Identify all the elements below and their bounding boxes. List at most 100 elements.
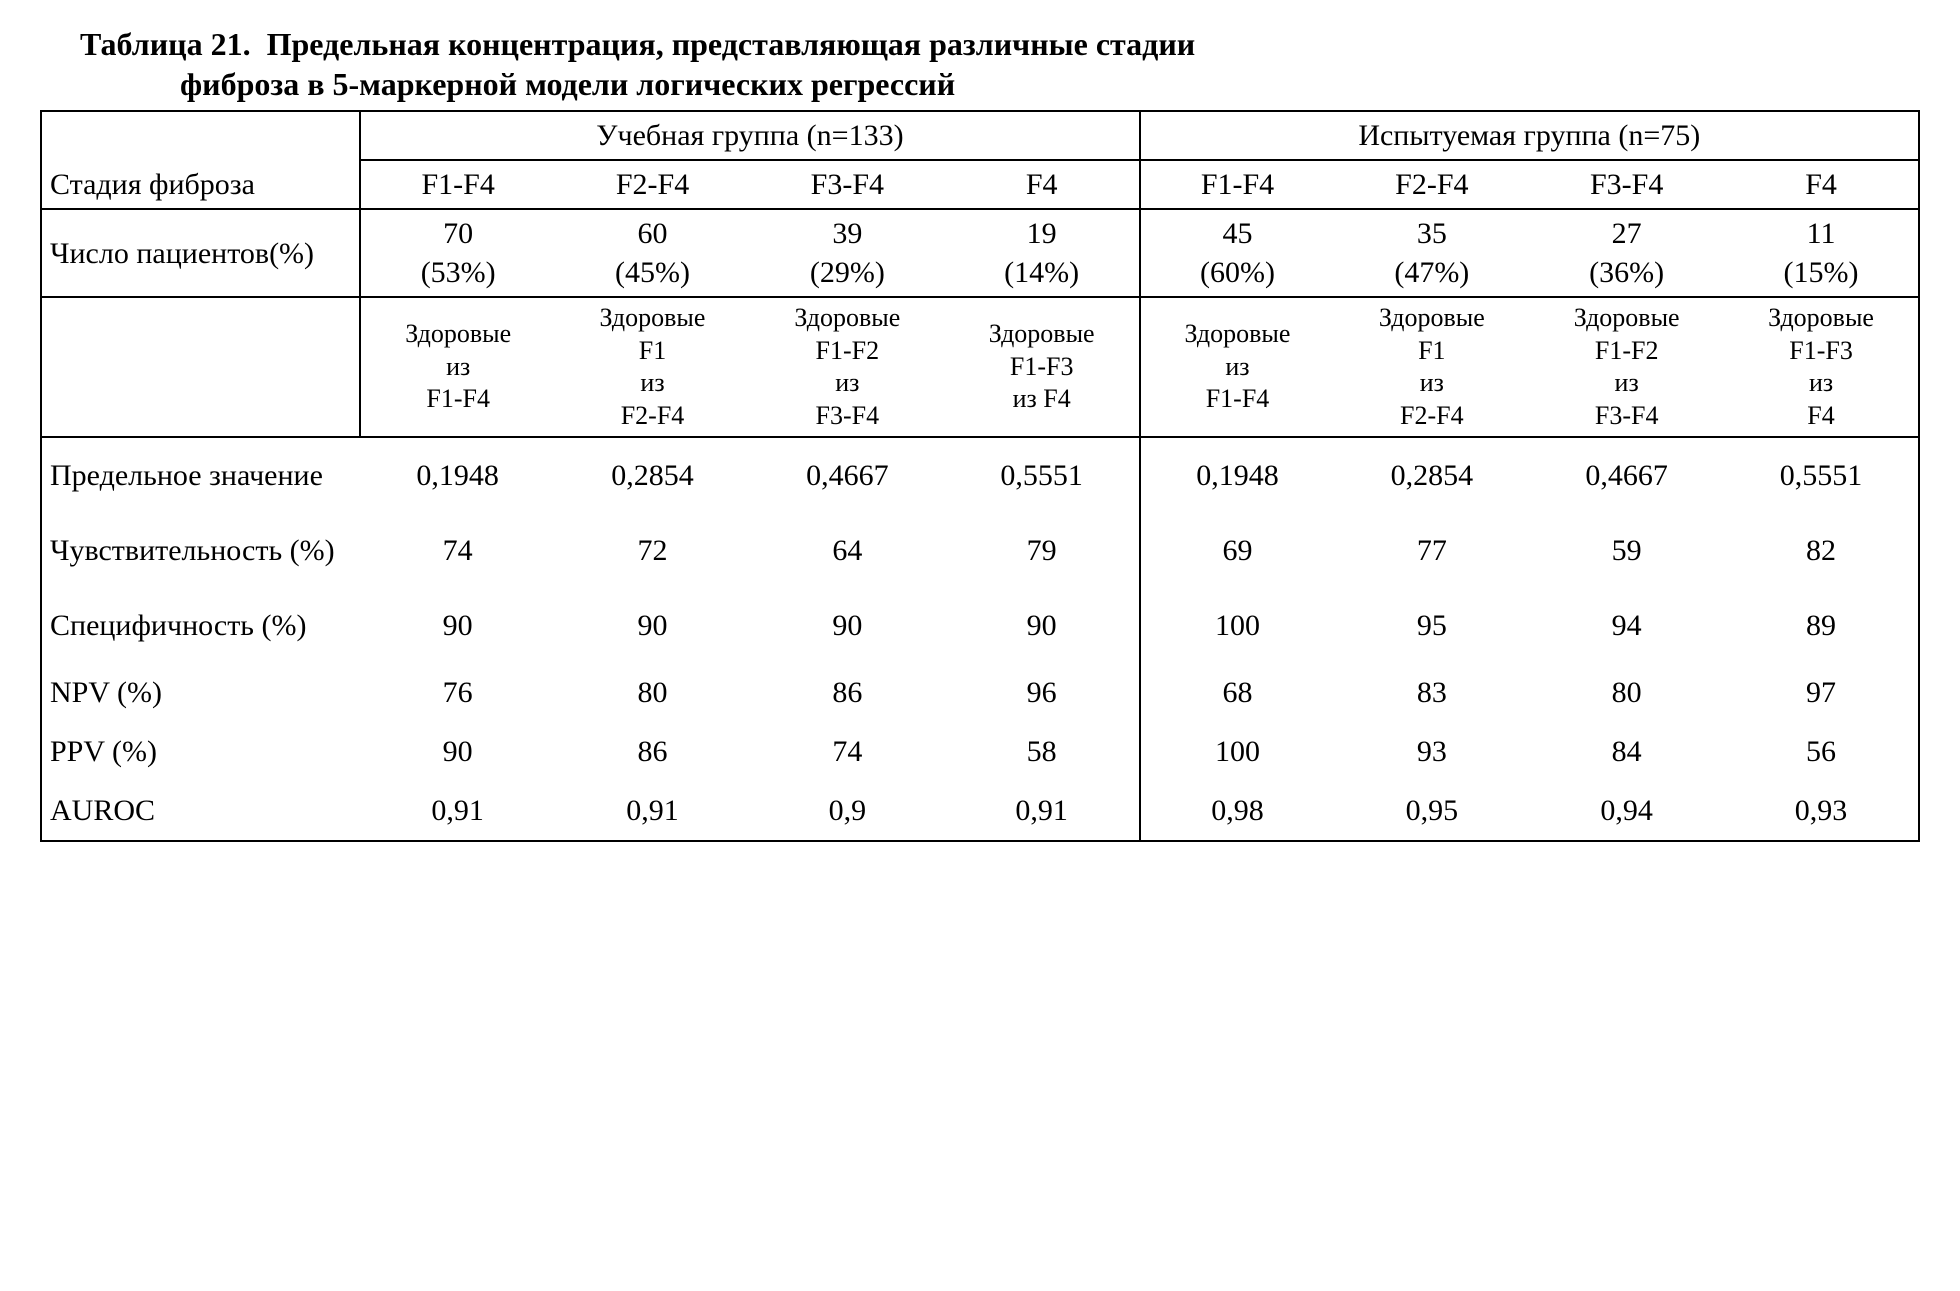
metric-value: 0,91 [945, 781, 1140, 841]
metric-label: AUROC [41, 781, 360, 841]
metric-label: Предельное значение [41, 437, 360, 513]
metric-value: 90 [750, 588, 945, 663]
metric-value: 90 [555, 588, 750, 663]
metric-value: 76 [360, 663, 555, 722]
metric-value: 68 [1140, 663, 1335, 722]
training-group-header: Учебная группа (n=133) [360, 111, 1139, 160]
fibrosis-cutoff-table: Учебная группа (n=133) Испытуемая группа… [40, 110, 1920, 842]
metric-value: 95 [1334, 588, 1529, 663]
comparison-header: ЗдоровыеF1-F2изF3-F4 [1529, 297, 1724, 437]
metric-value: 96 [945, 663, 1140, 722]
metric-value: 82 [1724, 513, 1919, 588]
metric-value: 59 [1529, 513, 1724, 588]
patients-label: Число пациентов(%) [41, 209, 360, 297]
metric-value: 97 [1724, 663, 1919, 722]
metric-value: 0,1948 [360, 437, 555, 513]
metric-value: 0,9 [750, 781, 945, 841]
metric-value: 0,98 [1140, 781, 1335, 841]
metric-value: 94 [1529, 588, 1724, 663]
patients-n: 19 [1027, 217, 1057, 250]
metric-value: 0,1948 [1140, 437, 1335, 513]
metric-value: 0,4667 [1529, 437, 1724, 513]
metric-row-cutoff: Предельное значение 0,1948 0,2854 0,4667… [41, 437, 1919, 513]
patients-n: 27 [1612, 217, 1642, 250]
patients-n: 11 [1807, 217, 1836, 250]
patients-pct: (47%) [1394, 256, 1469, 289]
patients-pct: (15%) [1784, 256, 1859, 289]
metric-value: 58 [945, 722, 1140, 781]
table-title: Таблица 21. Предельная концентрация, пре… [80, 24, 1880, 104]
metric-value: 80 [1529, 663, 1724, 722]
metric-row-auroc: AUROC 0,91 0,91 0,9 0,91 0,98 0,95 0,94 … [41, 781, 1919, 841]
metric-value: 0,91 [360, 781, 555, 841]
patients-n: 70 [443, 217, 473, 250]
patients-n: 35 [1417, 217, 1447, 250]
metric-label: NPV (%) [41, 663, 360, 722]
patients-cell: 35 (47%) [1334, 209, 1529, 297]
test-group-header: Испытуемая группа (n=75) [1140, 111, 1919, 160]
comparison-header: ЗдоровыеF1изF2-F4 [555, 297, 750, 437]
stage-col: F1-F4 [360, 160, 555, 209]
patients-row: Число пациентов(%) 70 (53%) 60 (45%) 39 … [41, 209, 1919, 297]
metric-row-npv: NPV (%) 76 80 86 96 68 83 80 97 [41, 663, 1919, 722]
metric-value: 0,93 [1724, 781, 1919, 841]
metric-value: 0,2854 [1334, 437, 1529, 513]
metric-label: PPV (%) [41, 722, 360, 781]
metric-value: 90 [945, 588, 1140, 663]
stage-row-label: Стадия фиброза [41, 160, 360, 209]
stage-col: F4 [945, 160, 1140, 209]
patients-pct: (29%) [810, 256, 885, 289]
metric-value: 74 [750, 722, 945, 781]
metric-value: 93 [1334, 722, 1529, 781]
patients-pct: (53%) [421, 256, 496, 289]
patients-cell: 70 (53%) [360, 209, 555, 297]
metric-row-sensitivity: Чувствительность (%) 74 72 64 79 69 77 5… [41, 513, 1919, 588]
stage-col: F3-F4 [750, 160, 945, 209]
metric-value: 0,95 [1334, 781, 1529, 841]
patients-pct: (14%) [1004, 256, 1079, 289]
metric-value: 90 [360, 588, 555, 663]
patients-n: 39 [832, 217, 862, 250]
patients-cell: 19 (14%) [945, 209, 1140, 297]
metric-label: Специфичность (%) [41, 588, 360, 663]
metric-row-specificity: Специфичность (%) 90 90 90 90 100 95 94 … [41, 588, 1919, 663]
metric-value: 89 [1724, 588, 1919, 663]
stage-col: F4 [1724, 160, 1919, 209]
patients-cell: 60 (45%) [555, 209, 750, 297]
comparison-header: ЗдоровыеF1-F3из F4 [945, 297, 1140, 437]
metric-value: 74 [360, 513, 555, 588]
comparison-header: ЗдоровыеF1-F3изF4 [1724, 297, 1919, 437]
patients-pct: (60%) [1200, 256, 1275, 289]
metric-value: 0,94 [1529, 781, 1724, 841]
metric-value: 56 [1724, 722, 1919, 781]
stage-col: F1-F4 [1140, 160, 1335, 209]
metric-value: 84 [1529, 722, 1724, 781]
table-title-line2: фиброза в 5-маркерной модели логических … [80, 64, 955, 104]
metric-value: 0,5551 [945, 437, 1140, 513]
patients-n: 45 [1222, 217, 1252, 250]
metric-value: 0,5551 [1724, 437, 1919, 513]
blank-cell [41, 297, 360, 437]
blank-corner [41, 111, 360, 160]
table-title-line1: Таблица 21. Предельная концентрация, пре… [80, 26, 1195, 62]
metric-value: 69 [1140, 513, 1335, 588]
metric-value: 100 [1140, 588, 1335, 663]
patients-cell: 39 (29%) [750, 209, 945, 297]
metric-value: 86 [750, 663, 945, 722]
comparison-header: ЗдоровыеF1изF2-F4 [1334, 297, 1529, 437]
patients-n: 60 [638, 217, 668, 250]
comparison-header: ЗдоровыеизF1-F4 [360, 297, 555, 437]
comparison-header: ЗдоровыеизF1-F4 [1140, 297, 1335, 437]
comparison-header: ЗдоровыеF1-F2изF3-F4 [750, 297, 945, 437]
stage-col: F2-F4 [1334, 160, 1529, 209]
patients-cell: 11 (15%) [1724, 209, 1919, 297]
metric-value: 79 [945, 513, 1140, 588]
comparison-header-row: ЗдоровыеизF1-F4 ЗдоровыеF1изF2-F4 Здоров… [41, 297, 1919, 437]
metric-value: 100 [1140, 722, 1335, 781]
patients-cell: 27 (36%) [1529, 209, 1724, 297]
metric-value: 80 [555, 663, 750, 722]
metric-value: 0,91 [555, 781, 750, 841]
metric-value: 77 [1334, 513, 1529, 588]
metric-value: 90 [360, 722, 555, 781]
metric-value: 83 [1334, 663, 1529, 722]
